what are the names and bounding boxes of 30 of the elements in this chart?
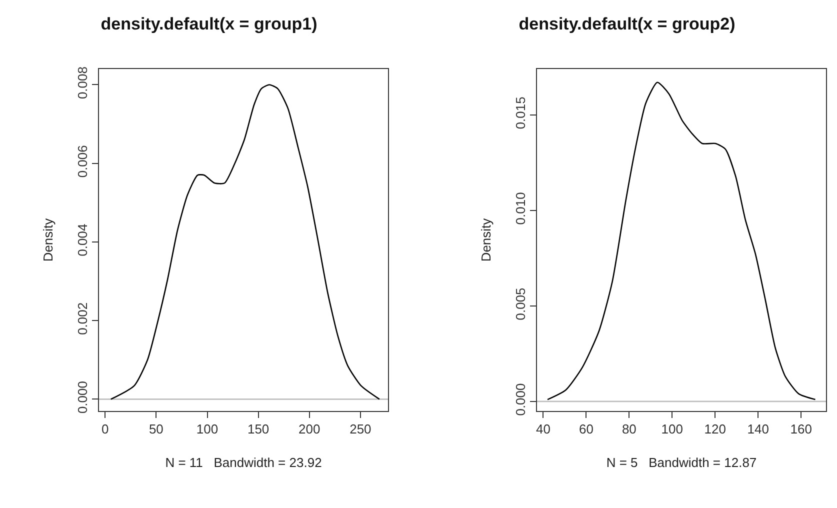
line-series xyxy=(546,82,816,400)
y-tick-label: 0.010 xyxy=(512,192,528,225)
y-tick-label: 0.000 xyxy=(512,383,528,416)
y-tick-label: 0.005 xyxy=(512,288,528,320)
x-tick-label: 80 xyxy=(622,422,636,437)
y-tick-label: 0.002 xyxy=(74,302,90,335)
x-tick-label: 50 xyxy=(148,422,164,437)
chart-title: density.default(x = group1) xyxy=(100,14,318,34)
y-tick-label: 0.008 xyxy=(74,66,90,100)
x-tick-label: 160 xyxy=(790,422,812,437)
y-tick-label: 0.000 xyxy=(74,380,90,414)
y-axis-title: Density xyxy=(478,218,494,262)
line-series xyxy=(110,84,380,400)
x-tick-label: 150 xyxy=(247,422,270,437)
x-tick-label: 200 xyxy=(298,422,320,437)
y-tick-label: 0.015 xyxy=(512,96,528,130)
x-tick-label: 120 xyxy=(704,422,726,437)
y-tick-label: 0.004 xyxy=(74,224,90,256)
x-tick-label: 250 xyxy=(350,422,372,437)
x-tick-label: 40 xyxy=(536,422,550,437)
x-tick-label: 100 xyxy=(196,422,218,437)
x-tick-label: 140 xyxy=(747,422,769,437)
y-tick-label: 0.006 xyxy=(74,145,90,178)
x-tick-label: 60 xyxy=(578,422,594,437)
x-tick-label: 100 xyxy=(661,422,683,437)
x-axis-title: N = 5 Bandwidth = 12.87 xyxy=(606,455,757,470)
chart-title: density.default(x = group2) xyxy=(518,14,736,34)
x-axis-title: N = 11 Bandwidth = 23.92 xyxy=(165,455,322,470)
x-tick-label: 0 xyxy=(102,422,109,437)
y-axis-title: Density xyxy=(40,218,56,262)
